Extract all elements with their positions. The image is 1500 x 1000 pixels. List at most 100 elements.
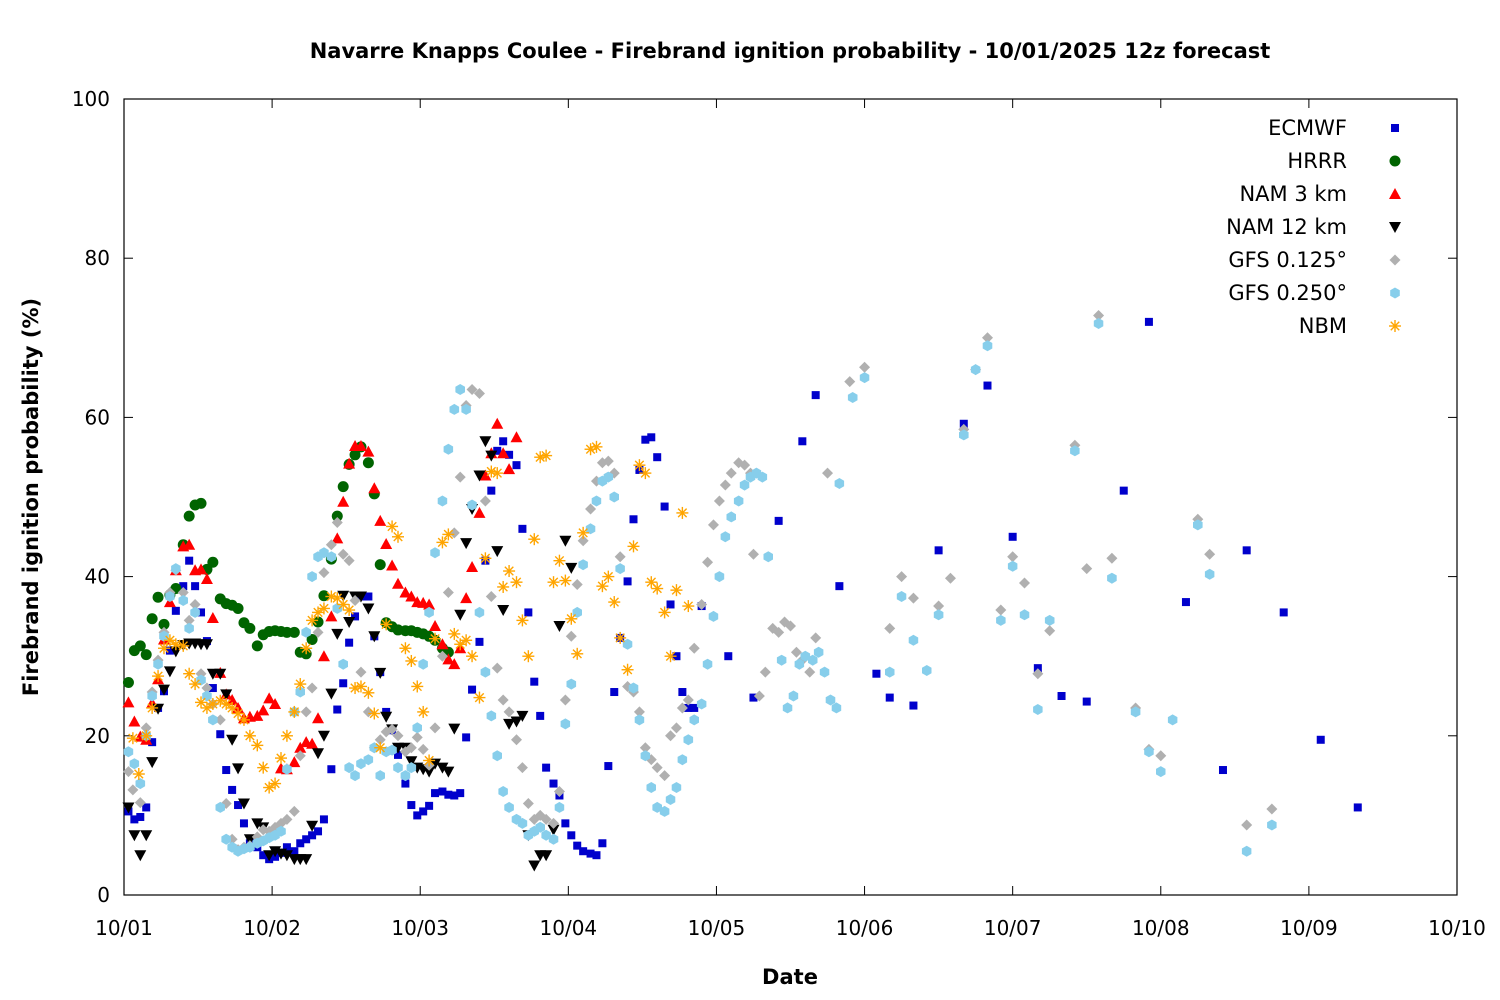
data-point: [510, 716, 523, 728]
data-point: [354, 440, 367, 452]
data-point: [343, 457, 356, 469]
data-point: [622, 638, 633, 650]
legend-label: ECMWF: [1268, 116, 1347, 140]
data-point: [122, 802, 135, 814]
data-point: [338, 658, 348, 670]
data-point: [651, 762, 663, 774]
data-point: [518, 524, 527, 533]
data-point: [516, 762, 528, 774]
data-point: [159, 630, 169, 642]
data-point: [290, 847, 299, 856]
data-point: [221, 833, 231, 845]
data-point: [183, 538, 196, 550]
data-point: [944, 572, 956, 584]
axis-ticks: 10/01 10/02 10/03 10/04 10/05 10/06 10/07 10/08…: [72, 87, 1486, 940]
data-point: [1241, 819, 1253, 831]
data-point: [332, 602, 342, 614]
data-point: [165, 646, 174, 655]
data-point: [782, 702, 793, 714]
data-point: [237, 798, 250, 810]
data-point: [725, 467, 737, 479]
data-point: [312, 616, 324, 628]
data-point: [608, 596, 621, 609]
data-point: [362, 706, 374, 718]
data-point: [134, 850, 147, 862]
data-point: [126, 732, 139, 745]
data-point: [169, 646, 182, 658]
data-point: [1167, 714, 1178, 726]
data-point: [454, 471, 466, 483]
data-point: [380, 537, 393, 549]
data-point: [549, 779, 558, 788]
data-point: [671, 782, 682, 793]
data-point: [603, 471, 614, 483]
data-point: [312, 712, 325, 724]
data-point: [909, 701, 918, 710]
data-point: [933, 609, 944, 621]
data-point: [122, 766, 134, 778]
data-point: [191, 582, 200, 591]
data-point: [466, 650, 479, 663]
data-point: [364, 592, 373, 601]
data-point: [442, 528, 455, 541]
data-point: [614, 551, 626, 563]
data-point: [512, 461, 521, 470]
data-point: [386, 559, 399, 571]
data-point: [577, 535, 589, 547]
data-point: [351, 612, 360, 621]
data-point: [510, 576, 523, 589]
data-point: [467, 499, 477, 511]
data-point: [296, 839, 305, 848]
data-point: [220, 689, 233, 701]
data-point: [456, 789, 465, 798]
data-point: [394, 750, 403, 759]
data-point: [349, 449, 361, 461]
data-point: [653, 453, 662, 462]
data-point: [158, 618, 170, 630]
data-point: [146, 613, 158, 625]
data-point: [499, 437, 508, 446]
data-point: [129, 758, 140, 770]
data-point: [485, 465, 498, 478]
data-point: [423, 754, 436, 767]
data-point: [208, 684, 217, 693]
data-point: [665, 794, 676, 805]
data-point: [505, 450, 514, 459]
data-point: [331, 516, 343, 528]
data-point: [528, 533, 541, 546]
data-point: [540, 449, 553, 462]
data-point: [561, 819, 570, 828]
data-point: [436, 650, 448, 662]
data-point: [317, 730, 330, 742]
data-point: [232, 602, 244, 614]
data-point: [1008, 532, 1017, 541]
data-point: [834, 478, 845, 489]
data-point: [337, 590, 350, 602]
data-point: [257, 761, 270, 774]
data-point: [559, 694, 571, 706]
data-point: [387, 744, 397, 756]
data-point: [399, 586, 412, 598]
data-point: [790, 646, 802, 658]
data-point: [739, 479, 750, 491]
data-point: [831, 702, 842, 714]
x-tick-label: 10/08: [1132, 916, 1190, 940]
data-point: [333, 705, 342, 714]
data-point: [419, 807, 428, 816]
data-point: [392, 530, 405, 543]
legend-marker: [1389, 222, 1401, 233]
data-point: [774, 516, 783, 525]
data-point: [466, 561, 479, 573]
data-point: [178, 595, 188, 606]
data-point: [356, 758, 366, 770]
data-point: [540, 813, 552, 825]
data-point: [641, 435, 650, 444]
data-point: [567, 831, 576, 840]
data-point: [666, 600, 675, 609]
x-tick-label: 10/07: [984, 916, 1042, 940]
data-point: [677, 754, 688, 766]
data-point: [442, 766, 455, 778]
data-point: [510, 734, 522, 746]
legend: ECMWF HRRR NAM 3 km NAM 12 km GFS 0.125° GFS …: [1226, 116, 1401, 338]
